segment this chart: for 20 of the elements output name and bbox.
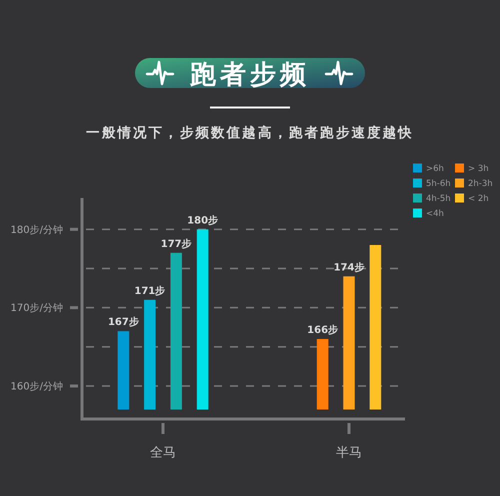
legend-label: <4h [426, 208, 444, 219]
legend-label: > 3h [468, 164, 489, 174]
x-tick-label: 全马 [150, 446, 176, 461]
legend-label: < 2h [468, 194, 489, 204]
data-label: 177步 [160, 238, 192, 250]
x-tick-label: 半马 [336, 446, 362, 461]
chart-title: 跑者步频 [189, 60, 310, 90]
data-label: 174步 [334, 261, 364, 274]
legend-label: 2h-3h [468, 178, 493, 189]
legend-label: >6h [426, 164, 444, 174]
chart-subtitle: 一般情况下，步频数值越高，跑者跑步速度越快 [86, 124, 414, 141]
data-label: 166步 [307, 324, 338, 336]
y-tick-label: 180步/分钟 [10, 224, 63, 236]
y-tick-label: 160步/分钟 [10, 380, 63, 392]
legend-label: 4h-5h [426, 194, 451, 204]
legend-label: 5h-6h [426, 178, 451, 189]
data-label: 167步 [108, 316, 139, 328]
data-label: 171步 [134, 284, 166, 297]
data-label: 180步 [187, 214, 218, 226]
y-tick-label: 170步/分钟 [10, 302, 63, 314]
